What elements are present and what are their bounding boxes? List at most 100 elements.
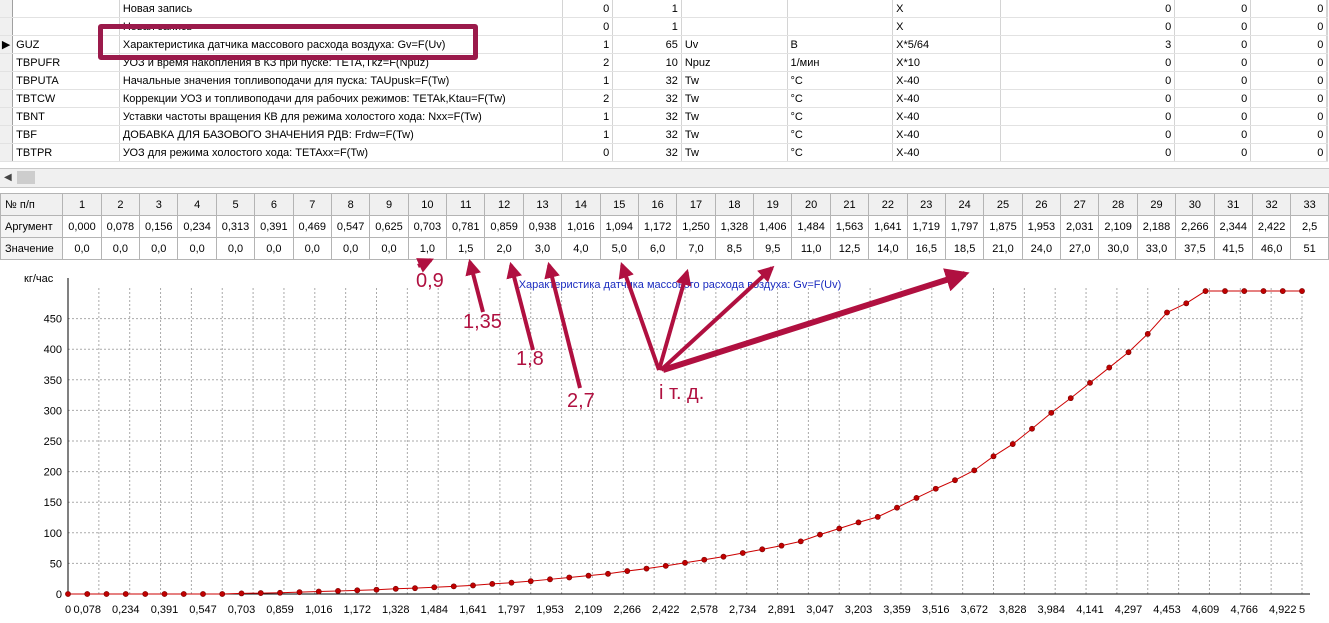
scroll-left-icon[interactable]: ◀ — [4, 172, 12, 183]
point-arg[interactable]: 0,859 — [484, 215, 524, 238]
data-point[interactable] — [1106, 364, 1113, 371]
data-point[interactable] — [836, 525, 843, 532]
table-row[interactable]: ▶ GUZ Характеристика датчика массового рас… — [0, 35, 1329, 54]
data-point[interactable] — [1164, 309, 1170, 316]
cell-arg[interactable]: Npuz — [681, 53, 788, 72]
point-number[interactable]: 10 — [407, 193, 448, 216]
point-number[interactable]: 26 — [1021, 193, 1062, 216]
cell-unit[interactable]: 1/мин — [787, 53, 894, 72]
data-point[interactable] — [643, 565, 650, 572]
data-point[interactable] — [739, 550, 746, 556]
data-point[interactable] — [817, 531, 823, 538]
cell-b[interactable]: 32 — [612, 125, 682, 144]
cell-cunit[interactable] — [1326, 0, 1329, 18]
data-point[interactable] — [605, 570, 611, 577]
cell-arg[interactable] — [681, 17, 788, 36]
cell-code[interactable] — [12, 0, 120, 18]
cell-c3[interactable]: 0 — [1250, 17, 1328, 36]
cell-cunit[interactable]: °ПКВ — [1326, 53, 1329, 72]
data-point[interactable] — [547, 576, 553, 583]
row-indicator[interactable]: ▶ — [0, 35, 14, 54]
cell-b[interactable]: 32 — [612, 143, 682, 162]
point-arg[interactable]: 1,250 — [676, 215, 716, 238]
point-val[interactable]: 16,5 — [906, 237, 946, 260]
point-arg[interactable]: 2,188 — [1136, 215, 1177, 238]
cell-c3[interactable]: 0 — [1250, 143, 1328, 162]
point-number[interactable]: 1 — [62, 193, 102, 216]
cell-b[interactable]: 32 — [612, 107, 682, 126]
point-number[interactable]: 6 — [254, 193, 294, 216]
cell-code[interactable]: TBF — [12, 125, 120, 144]
data-point[interactable] — [894, 504, 900, 511]
point-arg[interactable]: 1,328 — [714, 215, 755, 238]
point-val[interactable]: 33,0 — [1136, 237, 1177, 260]
cell-c1[interactable]: 0 — [1000, 71, 1176, 90]
data-point[interactable] — [180, 591, 187, 597]
cell-c3[interactable]: 0 — [1250, 107, 1328, 126]
cell-b[interactable]: 1 — [612, 0, 682, 18]
point-number[interactable]: 25 — [983, 193, 1023, 216]
point-number[interactable]: 12 — [484, 193, 524, 216]
point-arg[interactable]: 1,719 — [906, 215, 946, 238]
cell-c2[interactable]: 0 — [1174, 89, 1252, 108]
cell-c3[interactable]: 0 — [1250, 35, 1328, 54]
data-point[interactable] — [450, 583, 457, 590]
point-arg[interactable]: 1,953 — [1021, 215, 1062, 238]
cell-formula[interactable]: X — [892, 0, 1001, 18]
point-val[interactable]: 6,0 — [637, 237, 678, 260]
cell-c3[interactable]: 0 — [1250, 0, 1328, 18]
data-point[interactable] — [296, 589, 303, 596]
data-point[interactable] — [624, 568, 631, 574]
point-arg[interactable]: 1,563 — [829, 215, 870, 238]
cell-cunit[interactable]: кг/час — [1326, 35, 1329, 54]
cell-c2[interactable]: 0 — [1174, 143, 1252, 162]
point-number[interactable]: 17 — [676, 193, 716, 216]
point-number[interactable]: 14 — [561, 193, 601, 216]
data-point[interactable] — [200, 591, 206, 597]
point-arg[interactable]: 0,156 — [139, 215, 179, 238]
cell-arg[interactable]: Uv — [681, 35, 788, 54]
data-point[interactable] — [373, 586, 380, 593]
cell-c2[interactable]: 0 — [1174, 17, 1252, 36]
point-arg[interactable]: 1,797 — [944, 215, 985, 238]
point-val[interactable]: 0,0 — [292, 237, 332, 260]
point-number[interactable]: 4 — [177, 193, 217, 216]
cell-c3[interactable]: 0 — [1250, 89, 1328, 108]
cell-c3[interactable]: 0 — [1250, 71, 1328, 90]
cell-a[interactable]: 0 — [562, 0, 614, 18]
cell-unit[interactable]: °C — [787, 125, 894, 144]
row-indicator[interactable] — [0, 53, 14, 72]
table-row[interactable]: TBNT Уставки частоты вращения КВ для режи… — [0, 107, 1329, 126]
point-val[interactable]: 11,0 — [791, 237, 831, 260]
data-point[interactable] — [161, 591, 168, 597]
data-point[interactable] — [219, 591, 226, 597]
cell-formula[interactable]: X — [892, 17, 1001, 36]
data-point[interactable] — [874, 513, 881, 520]
point-val[interactable]: 27,0 — [1060, 237, 1100, 260]
cell-c1[interactable]: 0 — [1000, 0, 1176, 18]
table-row[interactable]: Новая запись01X0000 — [0, 0, 1329, 18]
row-indicator[interactable] — [0, 125, 14, 144]
cell-formula[interactable]: X*5/64 — [892, 35, 1001, 54]
point-arg[interactable]: 2,344 — [1213, 215, 1253, 238]
point-arg[interactable]: 0,938 — [522, 215, 563, 238]
cell-name[interactable]: УОЗ для режима холостого хода: TETAxx=F(… — [119, 143, 563, 162]
point-val[interactable]: 3,0 — [522, 237, 563, 260]
data-point[interactable] — [65, 591, 71, 597]
data-point[interactable] — [990, 453, 997, 460]
data-point[interactable] — [1299, 288, 1305, 294]
point-number[interactable]: 8 — [330, 193, 371, 216]
data-point[interactable] — [257, 590, 264, 596]
data-point[interactable] — [315, 588, 322, 595]
point-val[interactable]: 0,0 — [254, 237, 294, 260]
data-point[interactable] — [392, 585, 399, 592]
data-point[interactable] — [1009, 441, 1016, 447]
cell-c2[interactable]: 0 — [1174, 71, 1252, 90]
cell-a[interactable]: 0 — [562, 17, 614, 36]
cell-name[interactable]: Характеристика датчика массового расхода… — [119, 35, 563, 54]
cell-b[interactable]: 1 — [612, 17, 682, 36]
point-val[interactable]: 8,5 — [714, 237, 755, 260]
data-point[interactable] — [470, 582, 476, 589]
point-val[interactable]: 12,5 — [829, 237, 870, 260]
cell-code[interactable]: TBNT — [12, 107, 120, 126]
